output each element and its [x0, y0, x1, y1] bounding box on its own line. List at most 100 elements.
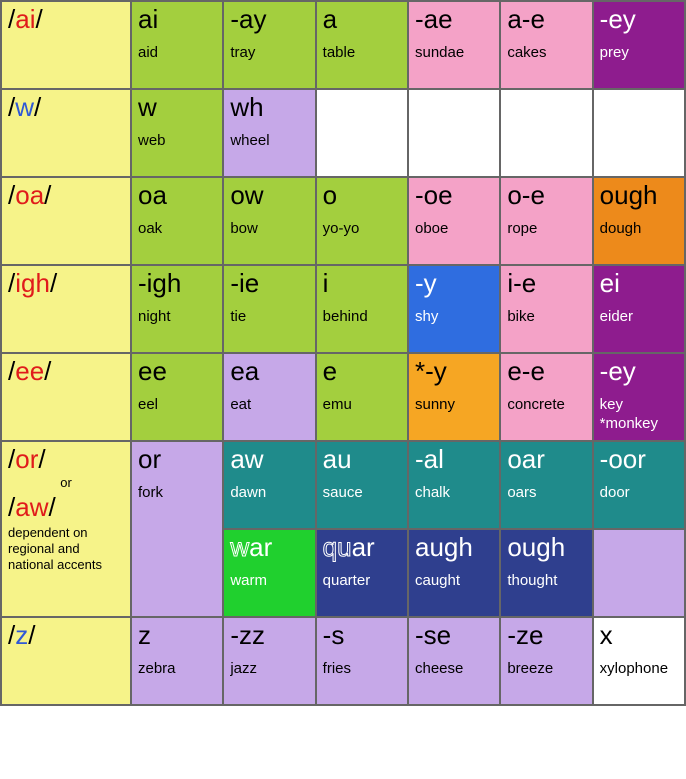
table-cell: o-e rope [501, 178, 593, 266]
phoneme-header: /ee/ [2, 354, 132, 442]
spelling-pattern: i [323, 270, 401, 297]
table-cell: xxylophone [594, 618, 686, 706]
table-cell: eieider [594, 266, 686, 354]
table-cell: -aytray [224, 2, 316, 90]
spelling-pattern: ee [138, 358, 216, 385]
spelling-pattern: -ey [600, 6, 678, 33]
phoneme-header: /z/ [2, 618, 132, 706]
phoneme-header: /ai/ [2, 2, 132, 90]
spelling-pattern: -ze [507, 622, 585, 649]
phoneme-header: /or/or/aw/dependent on regional and nati… [2, 442, 132, 618]
spelling-pattern: x [600, 622, 678, 649]
spelling-pattern: ough [507, 534, 585, 561]
spelling-pattern: e-e [507, 358, 585, 385]
spelling-pattern: ow [230, 182, 308, 209]
example-word: dawn [230, 485, 308, 502]
spelling-pattern: -oe [415, 182, 493, 209]
spelling-pattern: ea [230, 358, 308, 385]
table-cell: owbow [224, 178, 316, 266]
spelling-pattern: au [323, 446, 401, 473]
spelling-pattern: war [230, 534, 308, 561]
example-word: key [600, 397, 678, 414]
example-word: zebra [138, 661, 216, 678]
spelling-pattern: i-e [507, 270, 585, 297]
table-cell: oughthought [501, 530, 593, 618]
example-word: night [138, 309, 216, 326]
example-word: yo-yo [323, 221, 401, 238]
spelling-pattern: augh [415, 534, 493, 561]
table-cell: atable [317, 2, 409, 90]
example-word: chalk [415, 485, 493, 502]
spelling-pattern: -ie [230, 270, 308, 297]
table-cell [594, 530, 686, 618]
example-word: warm [230, 573, 308, 590]
spelling-pattern: -s [323, 622, 401, 649]
table-cell: wweb [132, 90, 224, 178]
example-word: breeze [507, 661, 585, 678]
spelling-pattern: -zz [230, 622, 308, 649]
table-cell: oar oars [501, 442, 593, 530]
table-cell: whwheel [224, 90, 316, 178]
example-word: tray [230, 45, 308, 62]
table-cell: -oeoboe [409, 178, 501, 266]
table-cell: -ie tie [224, 266, 316, 354]
example-word: eider [600, 309, 678, 326]
spelling-pattern: o [323, 182, 401, 209]
example-word: caught [415, 573, 493, 590]
example-word: shy [415, 309, 493, 326]
spelling-pattern: quar [323, 534, 401, 561]
phoneme-header: /oa/ [2, 178, 132, 266]
example-word: behind [323, 309, 401, 326]
example-word: sundae [415, 45, 493, 62]
example-word: quarter [323, 573, 401, 590]
example-word: door [600, 485, 678, 502]
table-cell: o yo-yo [317, 178, 409, 266]
spelling-pattern: e [323, 358, 401, 385]
table-cell: oughdough [594, 178, 686, 266]
spelling-pattern: oar [507, 446, 585, 473]
example-word: tie [230, 309, 308, 326]
table-cell: a-ecakes [501, 2, 593, 90]
table-cell: i behind [317, 266, 409, 354]
example-word: prey [600, 45, 678, 62]
table-cell: -ae sundae [409, 2, 501, 90]
spelling-pattern: -y [415, 270, 493, 297]
example-word: oars [507, 485, 585, 502]
example-word: bike [507, 309, 585, 326]
table-cell: -igh night [132, 266, 224, 354]
spelling-pattern: oa [138, 182, 216, 209]
table-cell: e emu [317, 354, 409, 442]
table-cell [501, 90, 593, 178]
table-cell: -zzjazz [224, 618, 316, 706]
table-cell: -secheese [409, 618, 501, 706]
table-cell: aiaid [132, 2, 224, 90]
spelling-pattern: aw [230, 446, 308, 473]
example-word: aid [138, 45, 216, 62]
example-word: rope [507, 221, 585, 238]
spelling-pattern: -oor [600, 446, 678, 473]
table-cell: oaoak [132, 178, 224, 266]
table-cell [317, 90, 409, 178]
table-cell: i-e bike [501, 266, 593, 354]
spelling-pattern: o-e [507, 182, 585, 209]
table-cell: *-ysunny [409, 354, 501, 442]
phonics-table: /ai/aiaid-aytrayatable-aesundaea-ecakes-… [0, 0, 686, 706]
table-cell: -eykey*monkey [594, 354, 686, 442]
phoneme-header: /igh/ [2, 266, 132, 354]
example-word: fries [323, 661, 401, 678]
example-word: emu [323, 397, 401, 414]
table-cell: ee eel [132, 354, 224, 442]
example-word: eat [230, 397, 308, 414]
table-cell: aw dawn [224, 442, 316, 530]
table-cell: war warm [224, 530, 316, 618]
spelling-pattern: -ae [415, 6, 493, 33]
spelling-pattern: or [138, 446, 216, 473]
example-word: eel [138, 397, 216, 414]
spelling-pattern: ough [600, 182, 678, 209]
phoneme-header: /w/ [2, 90, 132, 178]
spelling-pattern: -al [415, 446, 493, 473]
spelling-pattern: *-y [415, 358, 493, 385]
example-word: sauce [323, 485, 401, 502]
spelling-pattern: -igh [138, 270, 216, 297]
table-cell: -s fries [317, 618, 409, 706]
